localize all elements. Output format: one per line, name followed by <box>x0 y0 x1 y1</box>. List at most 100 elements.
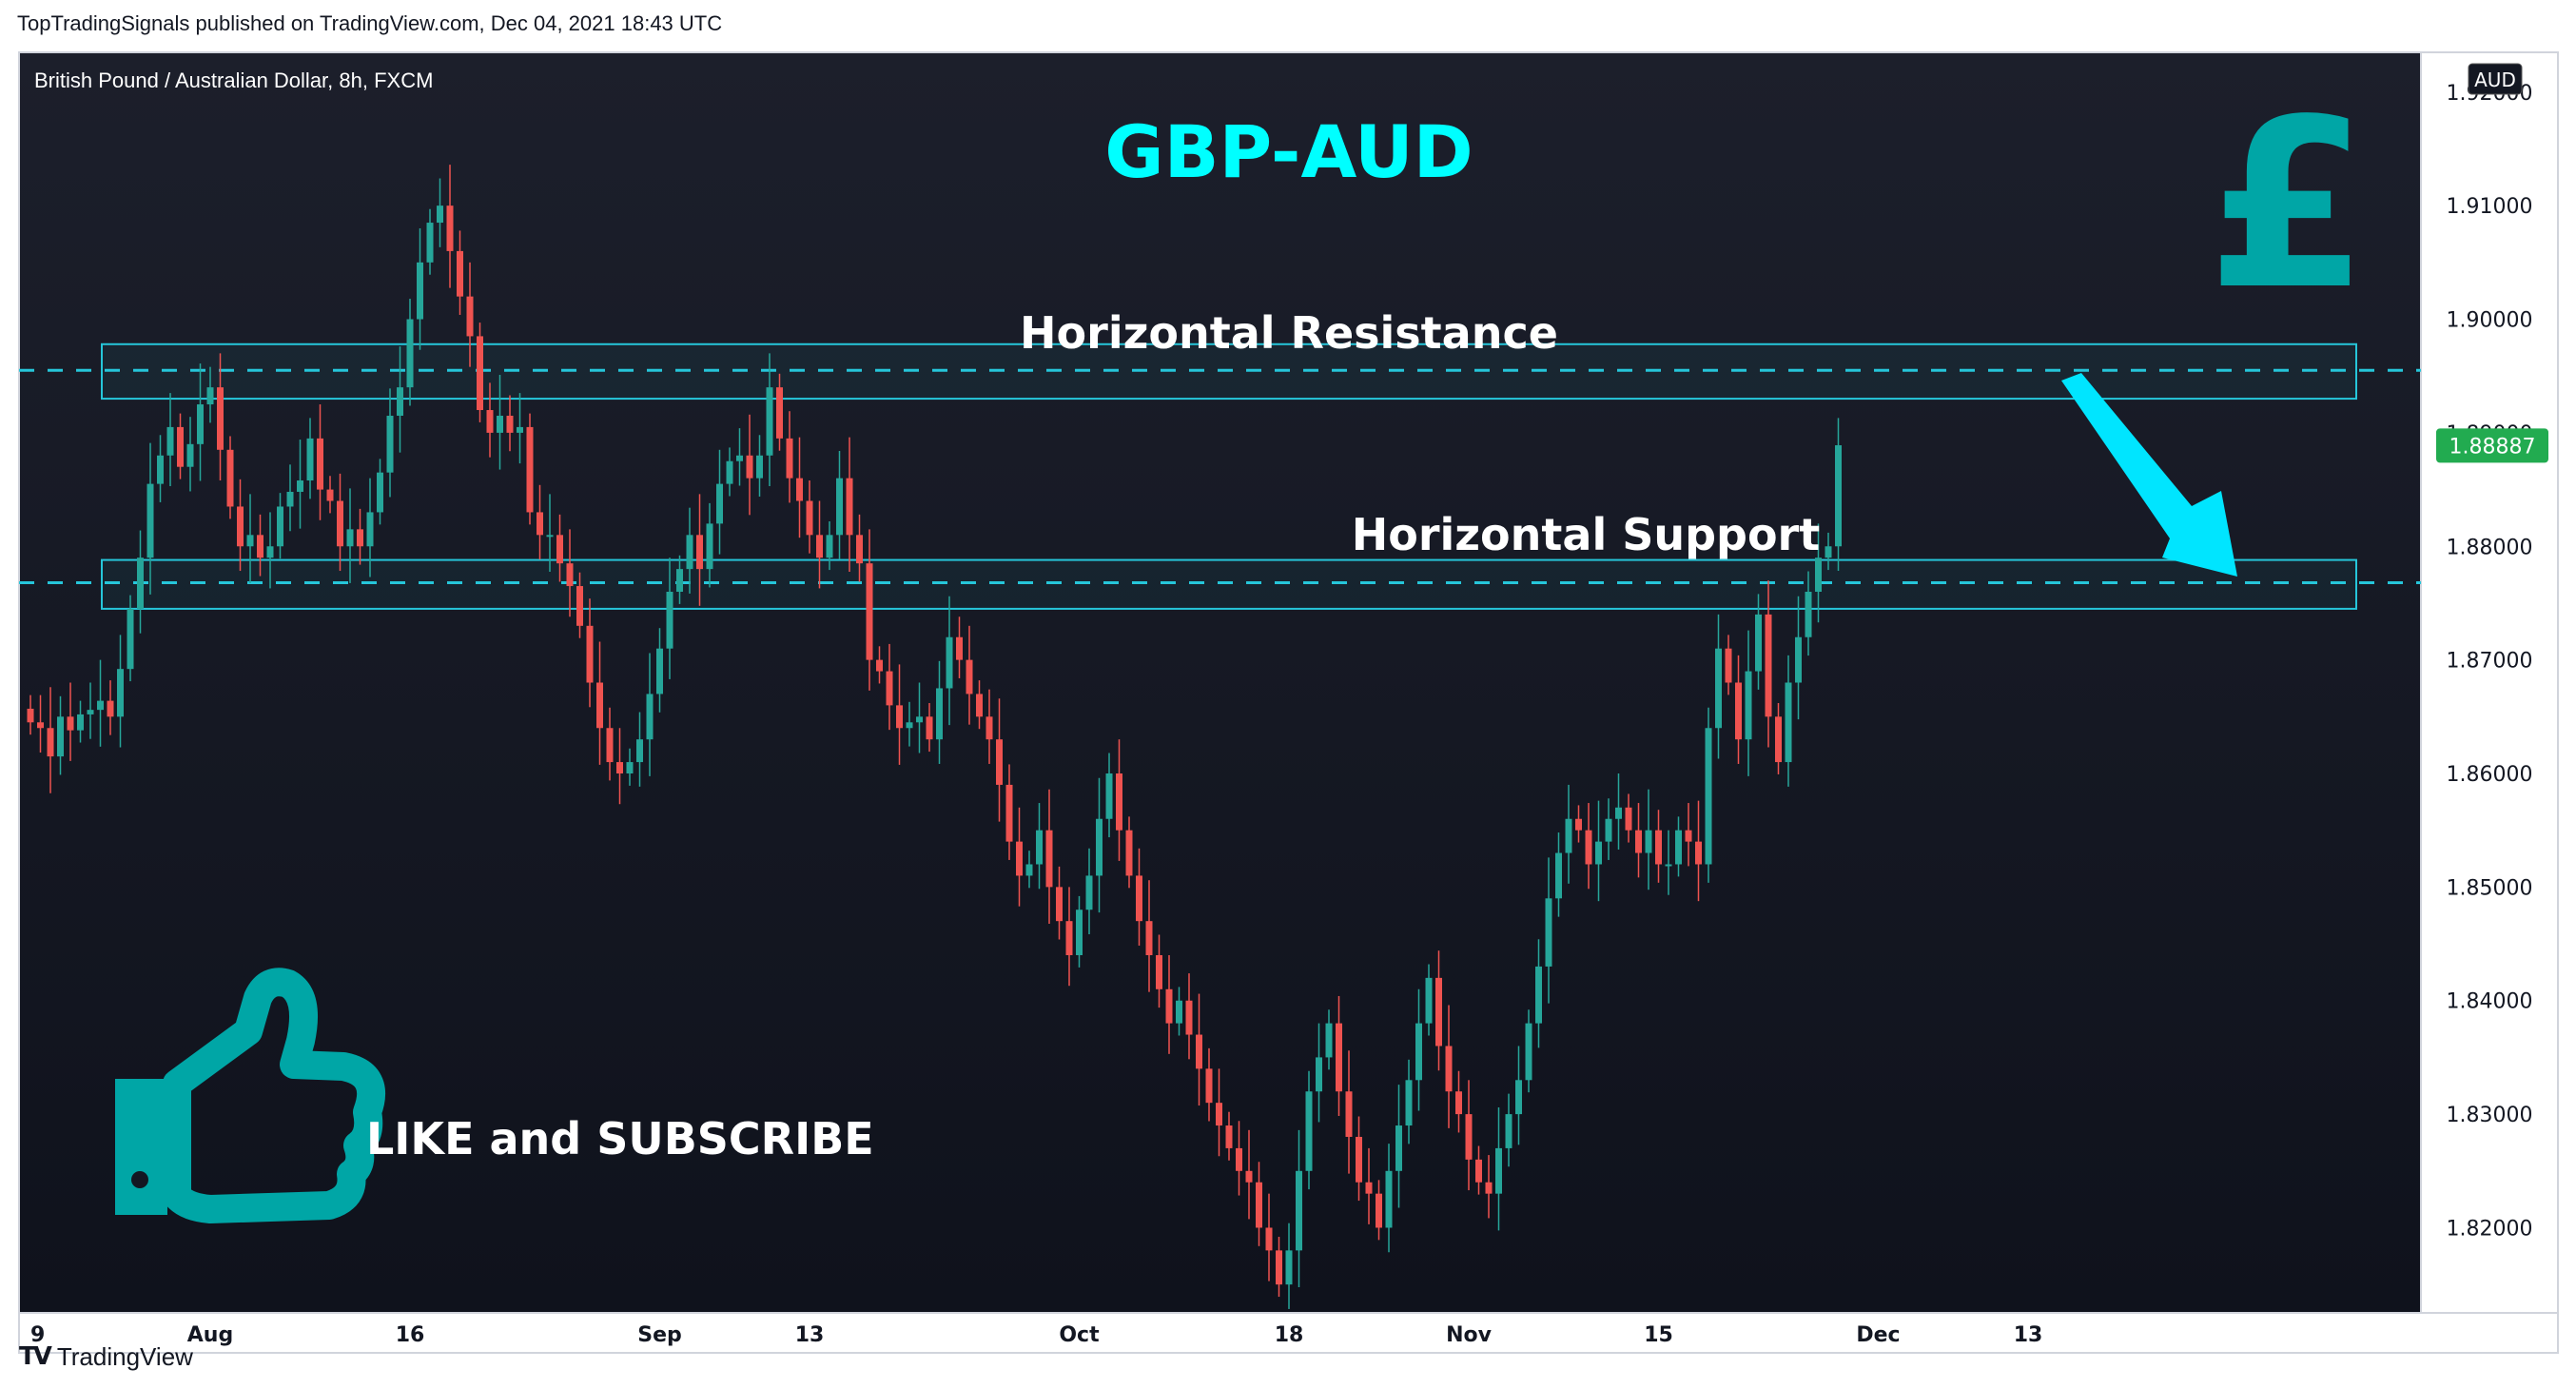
candle[interactable] <box>1815 523 1822 623</box>
candle[interactable] <box>237 479 244 572</box>
candle[interactable] <box>1455 1070 1462 1133</box>
candle[interactable] <box>1565 784 1572 884</box>
candle[interactable] <box>297 440 303 529</box>
candle[interactable] <box>317 404 323 520</box>
candle[interactable] <box>197 363 204 481</box>
candle[interactable] <box>926 702 933 753</box>
candle[interactable] <box>1085 848 1093 935</box>
candle[interactable] <box>346 488 354 583</box>
candle[interactable] <box>1515 1046 1522 1145</box>
candle[interactable] <box>866 529 873 691</box>
candle[interactable] <box>656 628 663 713</box>
candle[interactable] <box>366 478 374 577</box>
candle[interactable] <box>786 411 793 503</box>
candle[interactable] <box>956 616 963 678</box>
candle[interactable] <box>206 366 214 423</box>
candle[interactable] <box>137 530 144 634</box>
candle[interactable] <box>1245 1129 1253 1220</box>
candle[interactable] <box>856 514 863 582</box>
candle[interactable] <box>696 494 703 606</box>
candle[interactable] <box>1356 1116 1362 1202</box>
candle[interactable] <box>596 641 603 765</box>
candle[interactable] <box>1575 805 1582 843</box>
candle[interactable] <box>1045 789 1053 925</box>
candle[interactable] <box>27 694 34 735</box>
candle[interactable] <box>466 262 474 367</box>
candle[interactable] <box>806 480 813 554</box>
candle[interactable] <box>326 476 334 514</box>
candle[interactable] <box>1435 950 1442 1071</box>
candle[interactable] <box>1036 803 1043 890</box>
candle[interactable] <box>1395 1085 1402 1208</box>
candle[interactable] <box>337 473 343 572</box>
time-axis[interactable] <box>19 1313 2558 1353</box>
candle[interactable] <box>1415 988 1422 1111</box>
candle[interactable] <box>497 375 503 470</box>
candle[interactable] <box>77 700 84 743</box>
candle[interactable] <box>916 682 923 753</box>
candle[interactable] <box>636 712 643 787</box>
candle[interactable] <box>1645 789 1652 890</box>
candle[interactable] <box>1236 1121 1242 1196</box>
candle[interactable] <box>117 635 124 748</box>
candle[interactable] <box>846 437 853 572</box>
candle[interactable] <box>97 659 104 747</box>
candle[interactable] <box>976 680 983 730</box>
candle[interactable] <box>1735 655 1742 764</box>
candle[interactable] <box>746 414 753 516</box>
candle[interactable] <box>1445 1005 1453 1128</box>
candle[interactable] <box>1185 973 1193 1060</box>
candle[interactable] <box>646 653 654 776</box>
support-zone[interactable] <box>101 558 2357 610</box>
candle[interactable] <box>437 178 443 247</box>
candle[interactable] <box>1665 830 1672 895</box>
candle[interactable] <box>1685 803 1692 867</box>
candle[interactable] <box>1065 887 1073 987</box>
candle[interactable] <box>836 450 843 560</box>
candle[interactable] <box>1585 803 1592 890</box>
candle[interactable] <box>1376 1180 1382 1241</box>
candle[interactable] <box>177 413 184 479</box>
candle[interactable] <box>107 680 114 735</box>
candle[interactable] <box>277 493 283 559</box>
candle[interactable] <box>816 500 823 589</box>
candle[interactable] <box>1096 777 1103 913</box>
candle[interactable] <box>1785 655 1792 787</box>
candle[interactable] <box>1136 848 1142 946</box>
candle[interactable] <box>676 555 683 604</box>
tradingview-footer[interactable]: TV TradingView <box>19 1340 193 1374</box>
candle[interactable] <box>1025 851 1033 889</box>
candle[interactable] <box>936 660 943 764</box>
candle[interactable] <box>1795 596 1802 720</box>
price-axis[interactable] <box>2421 52 2558 1313</box>
candle[interactable] <box>966 625 973 725</box>
candle[interactable] <box>1216 1068 1222 1157</box>
candle[interactable] <box>606 707 614 781</box>
candle[interactable] <box>47 687 54 793</box>
candle[interactable] <box>1495 1106 1502 1231</box>
candle[interactable] <box>1475 1145 1482 1195</box>
candle[interactable] <box>486 382 494 458</box>
candle[interactable] <box>1695 800 1702 902</box>
candle[interactable] <box>426 208 434 275</box>
candle[interactable] <box>1276 1237 1282 1298</box>
candle[interactable] <box>1285 1223 1293 1309</box>
candle[interactable] <box>477 323 483 422</box>
candle[interactable] <box>1825 532 1832 571</box>
candle[interactable] <box>556 514 563 582</box>
candle[interactable] <box>1625 793 1632 843</box>
candle[interactable] <box>526 413 534 525</box>
candle[interactable] <box>1205 1047 1213 1122</box>
candle[interactable] <box>876 646 883 684</box>
candle[interactable] <box>546 494 554 572</box>
candle[interactable] <box>357 508 363 565</box>
candle[interactable] <box>166 393 174 486</box>
candle[interactable] <box>666 558 673 679</box>
candle[interactable] <box>1775 702 1782 774</box>
candle[interactable] <box>996 698 1003 822</box>
candle[interactable] <box>1256 1162 1262 1246</box>
candle[interactable] <box>87 682 94 739</box>
candle[interactable] <box>1555 832 1562 917</box>
candle[interactable] <box>1165 954 1173 1054</box>
